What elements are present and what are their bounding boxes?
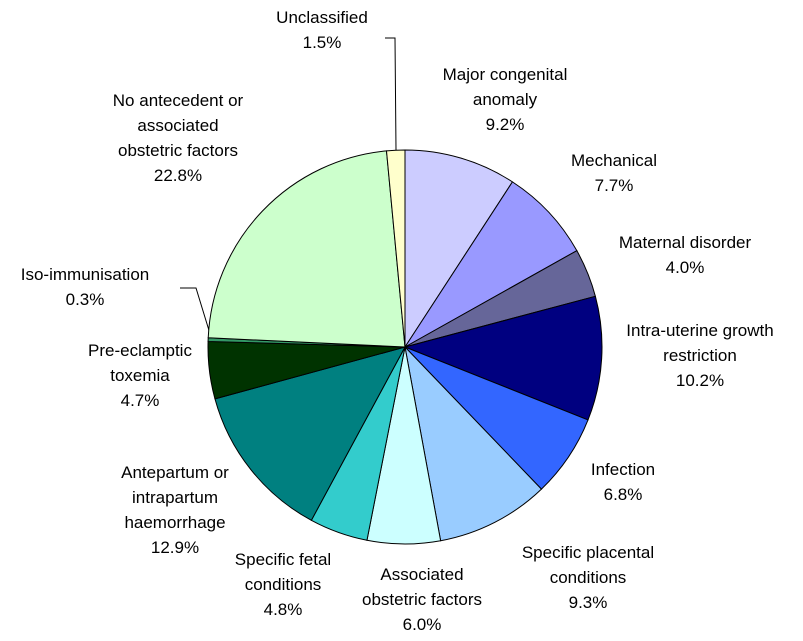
slice-label: Pre-eclamptic toxemia 4.7% bbox=[78, 338, 203, 413]
value-label: 4.8% bbox=[263, 600, 303, 619]
value-label: 1.5% bbox=[302, 33, 342, 52]
value-label: 9.2% bbox=[485, 115, 525, 134]
pie-slice bbox=[385, 149, 406, 348]
value-label: 9.3% bbox=[568, 593, 608, 612]
category-label: No antecedent or associated obstetric fa… bbox=[112, 91, 244, 160]
category-label: Intra-uterine growth restriction bbox=[626, 321, 774, 365]
value-label: 6.8% bbox=[603, 485, 643, 504]
pie-slice bbox=[214, 346, 406, 521]
slice-label: Specific placental conditions 9.3% bbox=[513, 540, 663, 615]
slice-label: Mechanical 7.7% bbox=[554, 148, 674, 198]
pie-slice bbox=[403, 295, 603, 421]
leader-line bbox=[385, 37, 397, 151]
slice-label: Infection 6.8% bbox=[568, 457, 678, 507]
slice-label: Associated obstetric factors 6.0% bbox=[352, 562, 492, 637]
category-label: Mechanical bbox=[571, 151, 657, 170]
slice-label: No antecedent or associated obstetric fa… bbox=[106, 88, 251, 188]
pie-slice bbox=[207, 150, 406, 348]
category-label: Unclassified bbox=[276, 8, 368, 27]
category-label: Major congenital anomaly bbox=[442, 65, 568, 109]
slice-label: Specific fetal conditions 4.8% bbox=[228, 547, 338, 622]
pie-slice bbox=[404, 181, 578, 348]
slice-label: Intra-uterine growth restriction 10.2% bbox=[626, 318, 774, 393]
category-label: Infection bbox=[590, 460, 656, 479]
category-label: Antepartum or intrapartum haemorrhage bbox=[121, 463, 229, 532]
value-label: 10.2% bbox=[675, 371, 725, 390]
slice-label: Unclassified 1.5% bbox=[262, 5, 382, 55]
value-label: 6.0% bbox=[402, 615, 442, 634]
value-label: 4.7% bbox=[120, 391, 160, 410]
category-label: Associated obstetric factors bbox=[362, 565, 482, 609]
value-label: 12.9% bbox=[150, 538, 200, 557]
pie-slice bbox=[404, 149, 514, 349]
slice-label: Major congenital anomaly 9.2% bbox=[430, 62, 580, 137]
value-label: 4.0% bbox=[665, 258, 705, 277]
category-label: Specific fetal conditions bbox=[234, 550, 332, 594]
category-label: Iso-immunisation bbox=[20, 265, 150, 284]
leader-line bbox=[180, 287, 212, 338]
value-label: 7.7% bbox=[594, 176, 634, 195]
slice-label: Antepartum or intrapartum haemorrhage 12.… bbox=[113, 460, 238, 560]
category-label: Pre-eclamptic toxemia bbox=[88, 341, 192, 385]
value-label: 0.3% bbox=[65, 290, 105, 309]
category-label: Maternal disorder bbox=[618, 233, 752, 252]
value-label: 22.8% bbox=[153, 166, 203, 185]
pie-slice bbox=[404, 345, 543, 542]
category-label: Specific placental conditions bbox=[521, 543, 655, 587]
slice-label: Iso-immunisation 0.3% bbox=[10, 262, 160, 312]
slice-label: Maternal disorder 4.0% bbox=[600, 230, 770, 280]
